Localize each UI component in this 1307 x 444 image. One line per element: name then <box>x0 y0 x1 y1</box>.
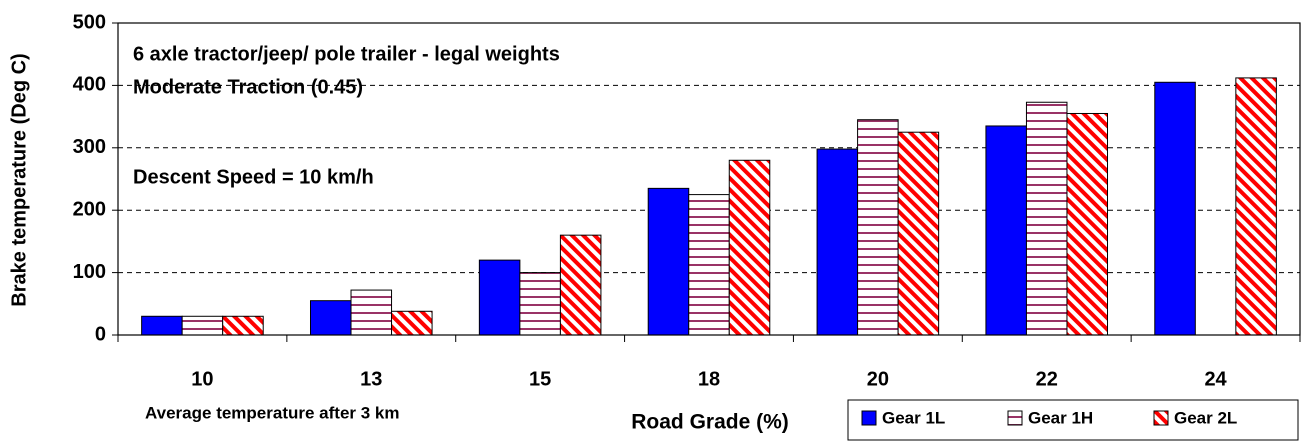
bar <box>478 259 521 336</box>
x-tick-label: 22 <box>1036 368 1058 390</box>
legend-label: Gear 1L <box>882 408 945 427</box>
bar <box>350 289 393 336</box>
legend-swatch <box>1153 410 1169 426</box>
legend-label: Gear 2L <box>1174 408 1237 427</box>
bar <box>222 315 264 336</box>
bar <box>559 234 602 336</box>
annotation: 6 axle tractor/jeep/ pole trailer - lega… <box>133 43 560 65</box>
x-tick-label: 15 <box>529 368 551 390</box>
y-tick-label: 100 <box>73 261 106 283</box>
x-tick-label: 24 <box>1204 368 1227 390</box>
bar <box>1154 81 1196 336</box>
plot-frame <box>117 22 1301 336</box>
bar <box>141 315 183 336</box>
y-tick-label: 400 <box>73 74 106 96</box>
x-tick-label: 13 <box>360 368 382 390</box>
y-tick-label: 200 <box>73 198 106 220</box>
bar <box>728 159 771 336</box>
y-tick-label: 500 <box>73 11 106 33</box>
bar <box>1066 112 1109 336</box>
x-axis-title: Road Grade (%) <box>631 411 789 434</box>
x-tick-label: 18 <box>698 368 720 390</box>
legend-box <box>847 399 1299 441</box>
annotation: Moderate Traction (0.45) <box>133 76 363 98</box>
bar <box>857 119 899 336</box>
y-tick-label: 0 <box>95 323 106 345</box>
bar <box>897 131 940 336</box>
bar <box>1235 77 1277 336</box>
bar <box>985 125 1027 336</box>
y-axis-title: Brake temperature (Deg C) <box>8 53 30 306</box>
legend-swatch <box>861 410 877 426</box>
bar <box>391 310 433 336</box>
annotation: Average temperature after 3 km <box>145 403 400 422</box>
bar <box>688 194 730 336</box>
bar <box>519 272 561 336</box>
annotation: Descent Speed = 10 km/h <box>133 166 374 188</box>
bar <box>647 187 690 336</box>
bar <box>816 148 859 336</box>
x-tick-label: 20 <box>867 368 889 390</box>
legend-swatch <box>1007 410 1023 426</box>
legend-label: Gear 1H <box>1028 408 1093 427</box>
bar <box>309 300 352 336</box>
x-tick-label: 10 <box>191 368 213 390</box>
bar <box>1025 101 1068 336</box>
y-tick-label: 300 <box>73 136 106 158</box>
bar <box>181 315 224 336</box>
legend: Gear 1L Gear 1H Gear 2L <box>847 399 1299 441</box>
